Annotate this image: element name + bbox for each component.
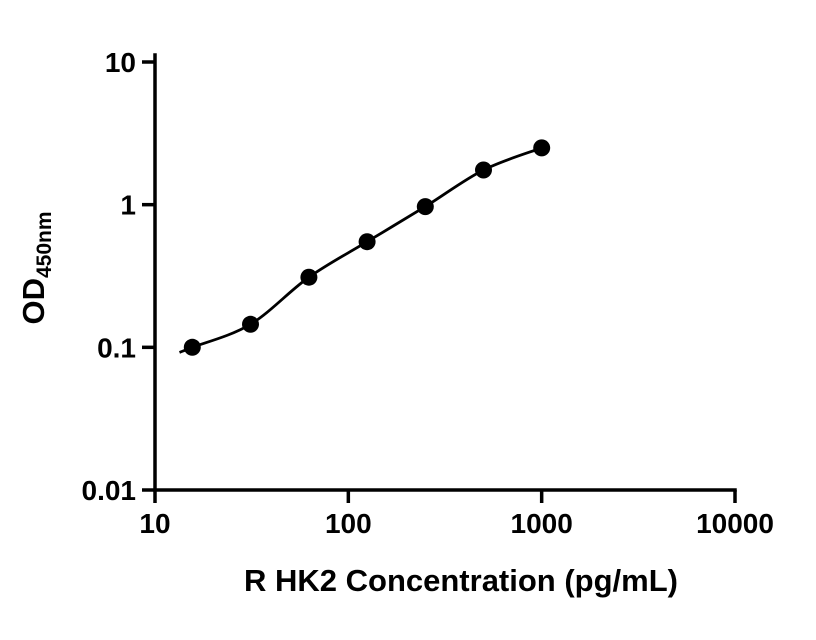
y-tick-label: 1 [120, 190, 136, 221]
data-point [416, 198, 434, 216]
data-point [533, 139, 551, 157]
data-point [300, 268, 318, 286]
y-axis-title-main: OD [16, 278, 51, 325]
data-point [475, 161, 492, 179]
axis-spine [153, 53, 737, 492]
x-tick-label: 100 [325, 508, 372, 539]
y-axis-title-subscript: 450nm [33, 211, 56, 278]
axes-layer: 10 100 1000 10000 0.01 0.1 1 10 [82, 47, 774, 539]
data-series-layer [179, 139, 551, 356]
data-point [183, 338, 201, 356]
y-tick-label: 0.1 [97, 332, 136, 363]
data-point [358, 233, 376, 251]
y-axis-title: OD450nm [16, 211, 56, 324]
y-tick-label: 10 [105, 47, 136, 78]
x-tick-label: 10 [139, 508, 170, 539]
y-tick-label: 0.01 [82, 475, 137, 506]
data-point [242, 315, 259, 333]
fit-curve [179, 146, 543, 354]
x-tick-label: 1000 [511, 508, 573, 539]
x-tick-label: 10000 [696, 508, 774, 539]
x-axis-title: R HK2 Concentration (pg/mL) [244, 563, 678, 598]
